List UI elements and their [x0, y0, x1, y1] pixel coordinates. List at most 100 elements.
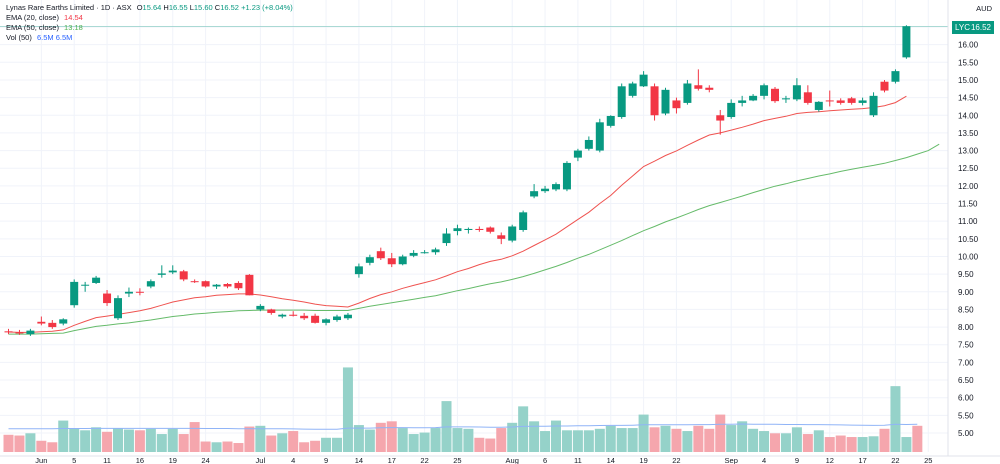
- volume-bar: [80, 430, 91, 452]
- volume-bar: [25, 433, 36, 452]
- volume-bar: [299, 442, 310, 452]
- y-tick-label: 15.50: [958, 58, 979, 67]
- candle-body: [672, 100, 681, 109]
- candle-body: [267, 309, 276, 313]
- close-label: C: [214, 3, 221, 12]
- candle-body: [573, 150, 582, 158]
- volume-bar: [649, 427, 660, 452]
- volume-bar: [255, 425, 266, 452]
- volume-bar: [551, 420, 561, 452]
- y-tick-label: 15.00: [958, 76, 979, 85]
- legend-ema20[interactable]: EMA (20, close) 14.54: [6, 13, 293, 23]
- candle-body: [190, 281, 199, 283]
- candle-body: [343, 314, 352, 319]
- candle-body: [530, 191, 539, 197]
- candle-body: [902, 26, 911, 58]
- volume-bar: [386, 421, 397, 452]
- candle-body: [4, 331, 13, 333]
- candle-body: [333, 316, 341, 321]
- candle-body: [135, 291, 144, 293]
- volume-bar: [780, 433, 791, 452]
- volume-value: 6.5M 6.5M: [36, 33, 73, 42]
- candle-body: [81, 284, 90, 286]
- volume-bar: [397, 428, 408, 452]
- volume-bar: [113, 428, 123, 452]
- volume-bar: [178, 434, 189, 452]
- candle-body: [37, 321, 46, 324]
- volume-bar: [3, 434, 14, 452]
- volume-bar: [868, 436, 879, 452]
- candle-body: [15, 332, 24, 334]
- x-tick-label: 11: [103, 456, 111, 464]
- volume-bar: [47, 442, 58, 452]
- y-tick-label: 13.00: [958, 147, 979, 156]
- candle-body: [48, 322, 57, 328]
- candle-body: [420, 252, 429, 254]
- candle-body: [92, 277, 101, 283]
- candle-body: [683, 83, 692, 103]
- candle-body: [814, 101, 823, 110]
- candle-body: [322, 319, 331, 323]
- volume-bar: [288, 431, 299, 452]
- volume-bar: [474, 437, 485, 452]
- candle-body: [650, 86, 659, 116]
- volume-bar: [266, 435, 277, 452]
- y-tick-label: 14.00: [958, 111, 979, 120]
- currency-label[interactable]: AUD: [976, 4, 992, 13]
- candle-body: [453, 228, 462, 232]
- y-tick-label: 6.00: [958, 394, 974, 403]
- volume-bar: [14, 435, 25, 452]
- candle-body: [508, 226, 517, 241]
- x-tick-label: 22: [891, 456, 899, 464]
- volume-bar: [452, 428, 463, 452]
- legend-volume[interactable]: Vol (50) 6.5M 6.5M: [6, 33, 293, 43]
- y-tick-label: 5.50: [958, 411, 974, 420]
- candle-body: [311, 315, 320, 323]
- x-tick-label: 11: [574, 456, 582, 464]
- x-tick-label: 4: [762, 456, 766, 464]
- volume-bar: [572, 430, 583, 452]
- volume-bar: [430, 428, 441, 452]
- x-tick-label: 9: [324, 456, 328, 464]
- volume-bar: [890, 386, 901, 452]
- candle-body: [639, 74, 648, 87]
- x-tick-label: 25: [924, 456, 932, 464]
- volume-bar: [594, 428, 605, 452]
- candle-body: [628, 83, 637, 96]
- high-value: 16.55: [168, 3, 188, 12]
- ema20-value: 14.54: [64, 13, 83, 22]
- volume-bar: [189, 422, 200, 452]
- y-tick-label: 12.50: [958, 164, 979, 173]
- volume-bar: [726, 425, 737, 452]
- candle-body: [891, 71, 900, 82]
- x-tick-label: Jul: [256, 456, 266, 464]
- volume-bar: [353, 425, 364, 452]
- volume-bar: [233, 443, 244, 452]
- volume-bar: [616, 428, 627, 452]
- volume-bar: [364, 429, 375, 452]
- candle-body: [617, 86, 626, 118]
- candle-body: [595, 122, 604, 151]
- volume-bar: [36, 440, 47, 452]
- volume-bar: [802, 434, 813, 452]
- candle-body: [541, 188, 550, 192]
- candle-body: [278, 314, 287, 317]
- volume-bar: [813, 430, 824, 452]
- candle-body: [869, 95, 878, 116]
- candle-body: [738, 100, 747, 103]
- candle-body: [760, 85, 769, 96]
- ema20-label: EMA (20, close): [6, 13, 59, 22]
- volume-bar: [879, 428, 890, 452]
- x-tick-label: 22: [420, 456, 428, 464]
- candle-body: [497, 235, 506, 239]
- candle-body: [705, 87, 714, 90]
- candle-body: [409, 252, 418, 256]
- y-tick-label: 10.50: [958, 235, 979, 244]
- volume-bar: [561, 430, 572, 452]
- candle-body: [26, 330, 35, 335]
- x-tick-label: 22: [672, 456, 680, 464]
- x-tick-label: 5: [72, 456, 76, 464]
- volume-bar: [200, 441, 211, 452]
- legend-ema50[interactable]: EMA (50, close) 13.18: [6, 23, 293, 33]
